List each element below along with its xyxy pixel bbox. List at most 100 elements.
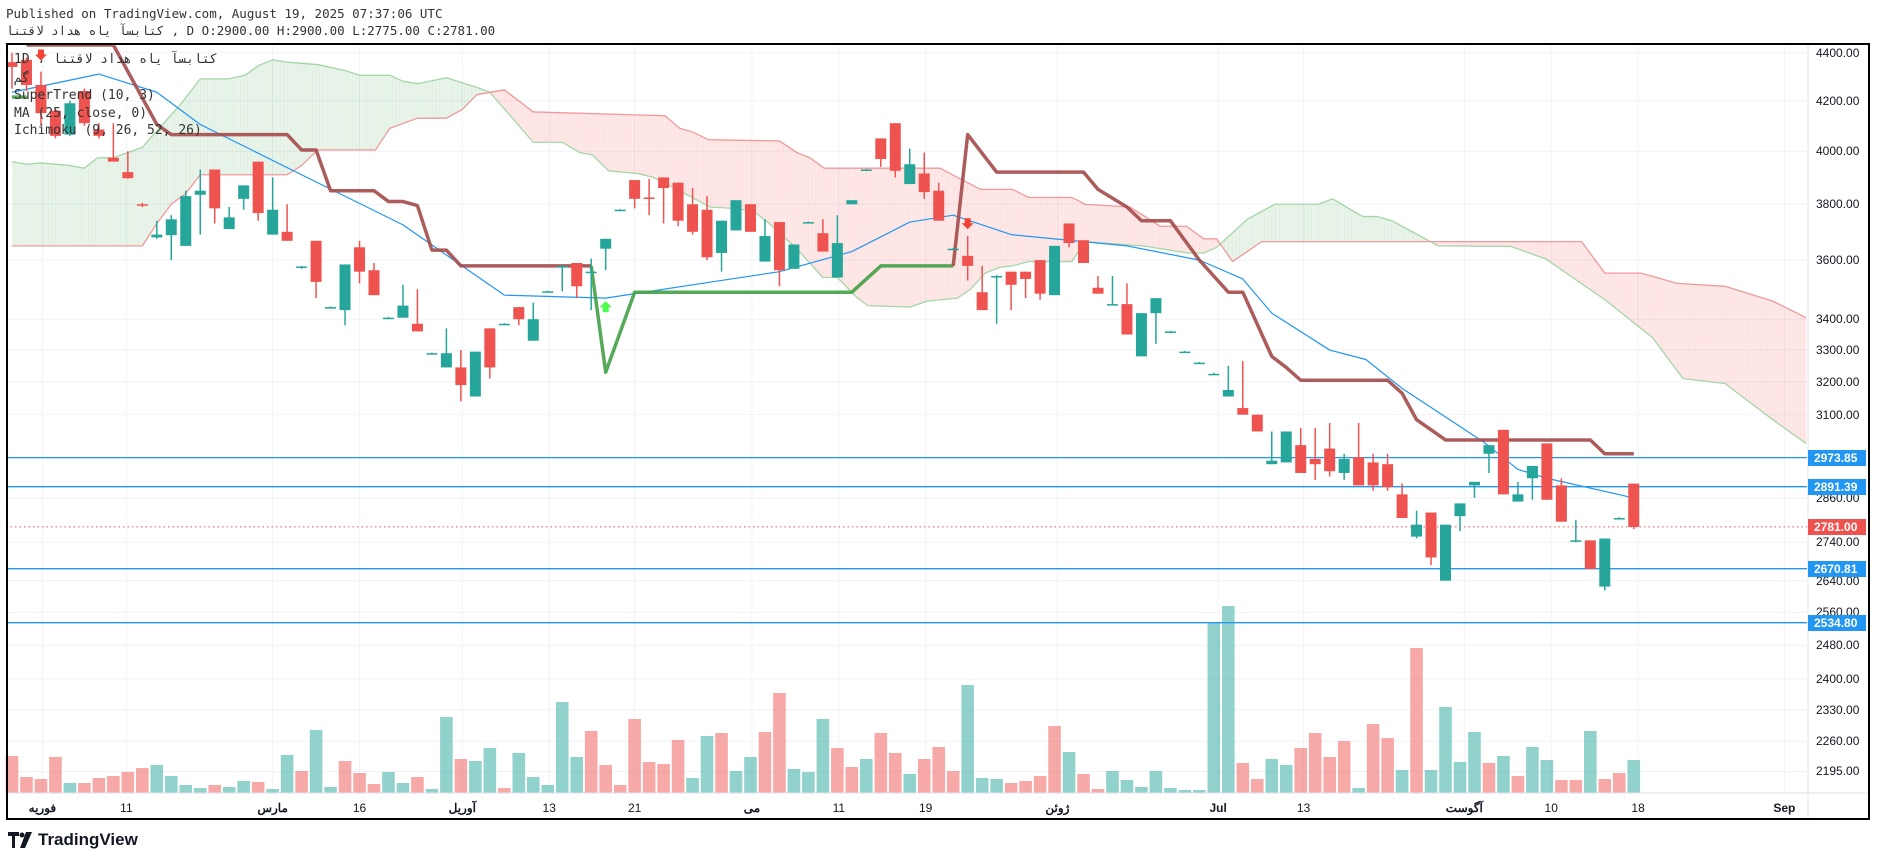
volume-bar — [266, 789, 279, 793]
cloud-fill-segment — [1463, 241, 1468, 247]
cloud-fill-segment — [374, 75, 378, 150]
level-price-badge[interactable]: 2534.80 — [1808, 614, 1866, 631]
cloud-fill-segment — [442, 77, 447, 119]
level-price-badge[interactable]: 2670.81 — [1808, 560, 1866, 577]
cloud-fill-segment — [453, 79, 458, 115]
volume-bar — [1439, 707, 1452, 793]
candle — [513, 307, 525, 326]
cloud-fill-segment — [51, 163, 56, 246]
cloud-fill-segment — [1391, 220, 1396, 242]
cloud-fill-segment — [1590, 253, 1595, 293]
cloud-fill-segment — [884, 168, 889, 307]
cloud-fill-segment — [1098, 205, 1102, 243]
symbol-ohlc-line: کتابسآ یاه هداد لاقتنا , D O:2900.00 H:2… — [6, 23, 496, 38]
volume-bar — [526, 777, 540, 793]
candle — [1613, 517, 1625, 520]
candle-body — [962, 255, 974, 266]
cloud-fill-segment — [1727, 287, 1732, 389]
legend-ma[interactable]: MA (25, close, 0) — [14, 106, 148, 121]
candle — [991, 275, 1003, 324]
cloud-fill-segment — [859, 168, 863, 302]
candle — [716, 220, 728, 272]
volume-bar — [831, 748, 844, 793]
volume-bar — [382, 772, 395, 793]
candle-body — [469, 351, 481, 397]
cloud-fill-segment — [1655, 277, 1660, 347]
cloud-fill-segment — [62, 164, 67, 246]
cloud-fill-segment — [26, 163, 31, 246]
candle — [1425, 512, 1437, 566]
volume-bar — [63, 783, 77, 793]
candle-body — [107, 157, 119, 162]
volume-bar — [802, 772, 815, 793]
volume-bar — [92, 778, 106, 793]
legend-supertrend[interactable]: SuperTrend (10, 3) — [14, 88, 155, 103]
tradingview-logo[interactable]: TradingView — [8, 830, 138, 850]
cloud-fill-segment — [69, 165, 74, 246]
candle — [252, 161, 264, 221]
cloud-fill-segment — [1536, 241, 1540, 257]
cloud-fill-segment — [1456, 241, 1461, 247]
candle-body — [180, 196, 192, 246]
cloud-fill-segment — [1702, 284, 1707, 382]
cloud-fill-segment — [602, 113, 606, 168]
cloud-fill-segment — [417, 82, 422, 119]
cloud-fill-segment — [218, 78, 223, 175]
cloud-fill-segment — [707, 138, 711, 208]
legend-symbol[interactable]: 1D ، کتابسآ یاه هداد لاقتنا — [14, 52, 218, 67]
volume-bar — [1048, 726, 1061, 793]
candle — [1396, 483, 1408, 519]
volume-bar — [107, 776, 120, 793]
candle-body — [687, 204, 699, 232]
cloud-fill-segment — [1441, 241, 1446, 246]
cloud-fill-segment — [1796, 312, 1801, 440]
cloud-fill-segment — [913, 168, 918, 306]
cloud-fill-segment — [1297, 204, 1302, 242]
candle — [1599, 538, 1611, 591]
candle-body — [860, 169, 872, 171]
volume-bar — [1598, 779, 1612, 793]
cloud-fill-segment — [793, 150, 798, 250]
candle-body — [759, 236, 771, 262]
cloud-fill-segment — [1271, 204, 1276, 242]
cloud-fill-segment — [761, 140, 766, 221]
cloud-fill-segment — [1608, 273, 1613, 306]
cloud-fill-segment — [1793, 311, 1797, 437]
cloud-fill-segment — [66, 165, 71, 246]
candle — [933, 182, 945, 221]
candle-body — [354, 247, 366, 272]
cloud-fill-segment — [1021, 194, 1026, 264]
volume-bar — [1410, 648, 1423, 793]
cloud-fill-segment — [1720, 286, 1725, 384]
level-price-badge[interactable]: 2891.39 — [1808, 478, 1866, 495]
cloud-fill-segment — [1684, 283, 1689, 380]
candle-body — [571, 263, 583, 287]
cloud-fill-segment — [1514, 241, 1519, 249]
cloud-fill-segment — [1561, 241, 1566, 273]
cloud-fill-segment — [985, 189, 990, 273]
time-tick-label: می — [743, 801, 761, 815]
cloud-fill-segment — [518, 100, 523, 130]
cloud-fill-segment — [95, 157, 100, 246]
cloud-fill-segment — [1166, 226, 1171, 251]
cloud-fill-segment — [12, 161, 16, 246]
cloud-fill-segment — [116, 155, 121, 246]
level-price-badge[interactable]: 2973.85 — [1808, 449, 1866, 466]
cloud-fill-segment — [594, 113, 599, 161]
cloud-fill-segment — [446, 77, 451, 119]
cloud-fill-segment — [555, 112, 559, 143]
candle-body — [1367, 462, 1379, 486]
candle — [846, 200, 858, 205]
volume-bar — [584, 731, 598, 793]
price-tick-label: 3600.00 — [1816, 253, 1860, 268]
cloud-fill-segment — [641, 115, 646, 176]
candle — [817, 219, 829, 252]
cloud-fill-segment — [1362, 216, 1367, 242]
cloud-fill-segment — [59, 164, 63, 246]
candle — [136, 202, 148, 207]
cloud-fill-segment — [982, 189, 987, 277]
legend-ichimoku[interactable]: Ichimoku (9, 26, 52, 26) — [14, 123, 202, 138]
cloud-fill-segment — [616, 114, 621, 172]
candle-body — [209, 169, 221, 209]
